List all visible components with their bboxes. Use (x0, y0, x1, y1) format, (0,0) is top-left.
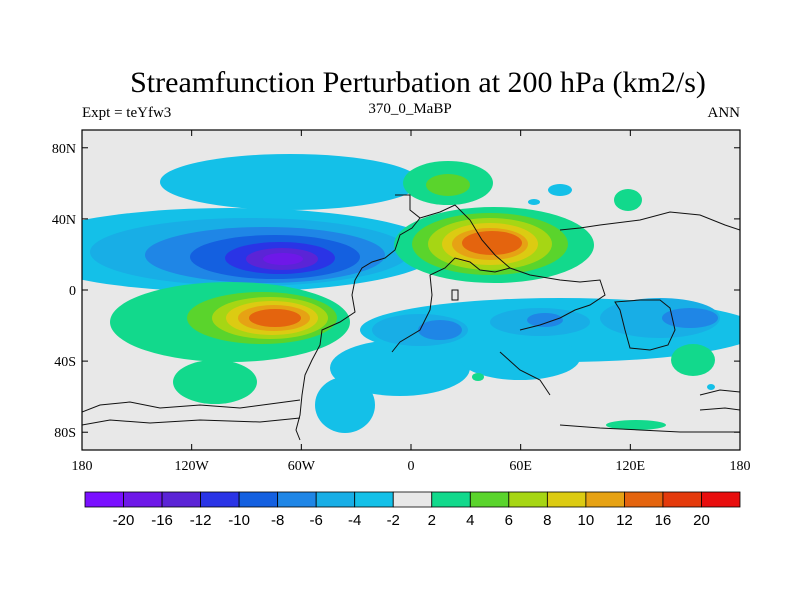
y-tick-label: 80S (54, 426, 76, 441)
south-belt-5 (315, 377, 375, 433)
y-tick-label: 0 (69, 284, 76, 299)
colorbar-label: 6 (505, 512, 513, 529)
high-band-6 (462, 231, 522, 255)
colorbar-label: -20 (113, 512, 135, 529)
high-band-8 (426, 174, 470, 196)
small-blob (606, 420, 666, 430)
colorbar-label: -4 (348, 512, 361, 529)
colorbar-label: 8 (543, 512, 551, 529)
x-tick-label: 60E (509, 459, 532, 474)
x-tick-label: 60W (288, 459, 316, 474)
y-tick-label: 40S (54, 355, 76, 370)
y-axis: 80N 40N 0 40S 80S (52, 142, 740, 441)
small-blob (671, 344, 715, 376)
contour-band (614, 189, 642, 211)
colorbar-swatch (624, 491, 664, 508)
x-tick-label: 180 (72, 459, 93, 474)
colorbar-swatch (546, 491, 587, 508)
contour-band (528, 199, 540, 205)
colorbar-swatch (662, 491, 702, 508)
south-belt-11 (527, 313, 563, 327)
colorbar-label: 20 (693, 512, 710, 529)
south-belt-4 (460, 336, 580, 380)
south-belt-10 (418, 320, 462, 340)
south-belt-3 (330, 340, 470, 396)
colorbar-label: 12 (616, 512, 633, 529)
contour-band (160, 154, 420, 210)
colorbar-label: -10 (228, 512, 250, 529)
contour-band (548, 184, 572, 196)
colorbar-label: -2 (387, 512, 400, 529)
colorbar-swatch (161, 491, 201, 508)
right-subtitle: ANN (708, 105, 741, 121)
colorbar-label: 2 (428, 512, 436, 529)
colorbar-label: -6 (310, 512, 323, 529)
colorbar-swatch (469, 491, 510, 508)
colorbar-swatch (200, 491, 240, 508)
south-belt-9 (662, 308, 718, 328)
y-tick-label: 80N (52, 142, 76, 157)
high-s-band-6 (249, 309, 301, 327)
colorbar-swatch (585, 491, 625, 508)
low-band-7 (263, 253, 303, 265)
colorbar-swatch (277, 491, 317, 508)
colorbar: -20 -16 -12 -10 -8 -6 -4 -2 2 4 6 8 10 12 16 20 (84, 491, 741, 529)
colorbar-label: -12 (190, 512, 212, 529)
chart-title: Streamfunction Perturbation at 200 hPa (… (130, 66, 706, 99)
x-tick-label: 180 (730, 459, 751, 474)
small-blob (707, 384, 715, 390)
left-subtitle: Expt = teYfw3 (82, 105, 171, 121)
colorbar-swatch (392, 491, 433, 508)
center-subtitle: 370_0_MaBP (368, 101, 451, 117)
x-tick-label: 120W (175, 459, 210, 474)
colorbar-swatch (508, 491, 548, 508)
contour-field (82, 130, 740, 450)
colorbar-swatch (431, 491, 471, 508)
y-tick-label: 40N (52, 213, 76, 228)
colorbar-swatch (701, 491, 741, 508)
colorbar-swatch (315, 491, 356, 508)
x-tick-label: 120E (616, 459, 646, 474)
colorbar-label: -16 (151, 512, 173, 529)
colorbar-label: 10 (578, 512, 595, 529)
x-axis: 180 120W 60W 0 60E 120E 180 (72, 130, 751, 474)
colorbar-label: 4 (466, 512, 474, 529)
small-blob (472, 373, 484, 381)
colorbar-label: -8 (271, 512, 284, 529)
high-s-band-1b (173, 360, 257, 404)
colorbar-swatch (123, 491, 163, 508)
coastlines (82, 194, 740, 441)
colorbar-swatch (84, 491, 124, 508)
colorbar-swatch (238, 491, 279, 508)
x-tick-label: 0 (408, 459, 415, 474)
colorbar-label: 16 (655, 512, 672, 529)
colorbar-swatch (354, 491, 394, 508)
